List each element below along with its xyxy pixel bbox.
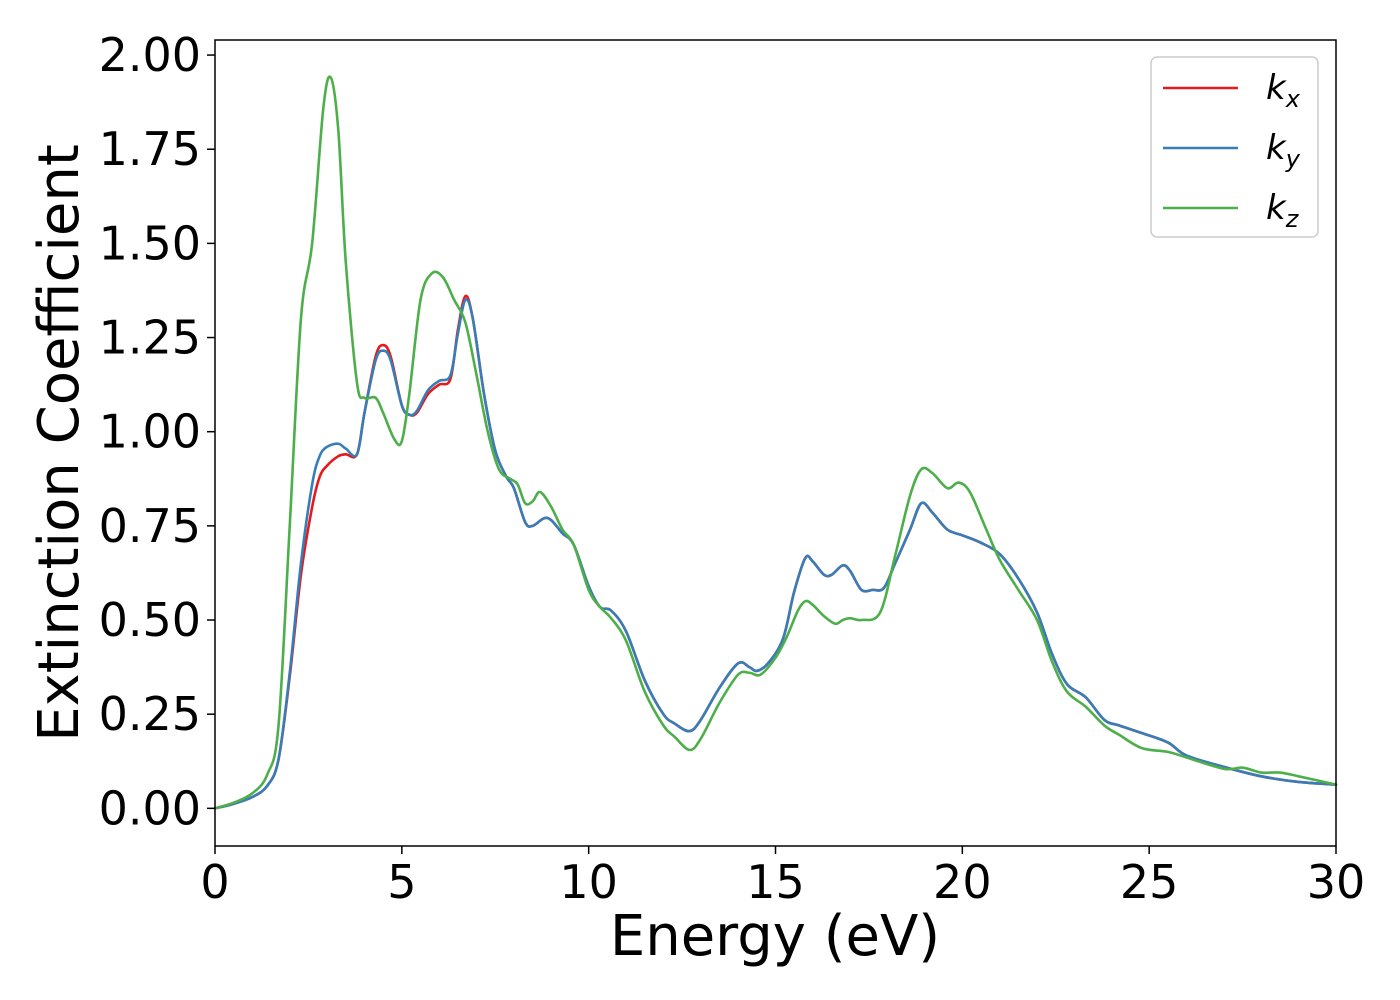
series-line-kz — [213, 75, 1338, 810]
x-axis-ticks: 0 5 10 15 20 25 30 — [200, 846, 1365, 909]
y-tick-label: 2.00 — [99, 28, 201, 82]
y-axis-title: Extinction Coefficient — [27, 144, 92, 742]
x-tick-label: 30 — [1307, 855, 1366, 909]
y-tick-label: 1.75 — [99, 122, 201, 176]
y-tick-label: 0.25 — [99, 687, 201, 741]
y-tick-label: 0.00 — [99, 781, 201, 835]
y-tick-label: 1.00 — [99, 405, 201, 459]
x-tick-label: 5 — [387, 855, 416, 909]
x-tick-label: 20 — [933, 855, 992, 909]
x-tick-label: 15 — [746, 855, 805, 909]
series-line-ky — [213, 298, 1338, 810]
x-axis-title: Energy (eV) — [610, 904, 940, 969]
legend-label-ky: ky — [1266, 128, 1301, 173]
series-layer — [213, 75, 1338, 810]
y-tick-label: 1.50 — [99, 216, 201, 270]
y-tick-label: 1.25 — [99, 311, 201, 365]
x-tick-label: 0 — [200, 855, 229, 909]
x-tick-label: 10 — [559, 855, 618, 909]
y-tick-label: 0.75 — [99, 499, 201, 553]
y-tick-label: 0.50 — [99, 593, 201, 647]
x-tick-label: 25 — [1120, 855, 1179, 909]
y-axis-ticks: 0.00 0.25 0.50 0.75 1.00 1.25 1.50 1.75 2.00 — [99, 28, 215, 835]
